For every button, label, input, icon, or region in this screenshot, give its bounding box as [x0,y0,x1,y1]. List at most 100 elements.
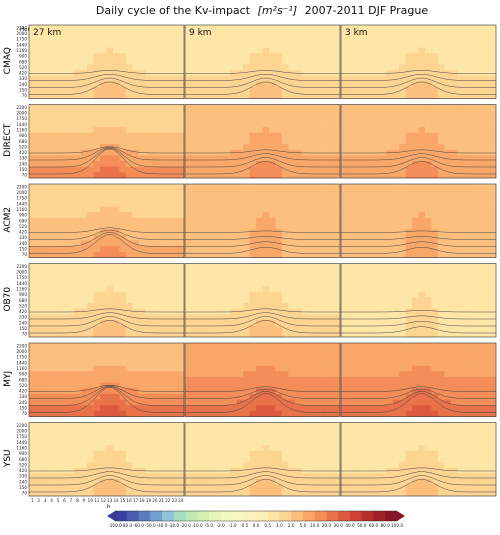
heat-cell [106,75,114,82]
heat-cell [399,184,406,190]
heat-cell [80,58,88,65]
heat-cell [243,331,250,338]
heat-cell [185,81,192,88]
heat-cell [353,217,361,224]
heat-cell [463,388,471,395]
heat-cell [145,399,153,406]
heat-cell [333,75,341,82]
heat-cell [392,405,400,412]
heat-cell [185,246,192,253]
heat-cell [399,291,406,298]
heat-cell [138,127,146,134]
heat-cell [119,393,127,400]
heat-cell [145,303,153,310]
heat-cell [197,223,205,230]
heat-cell [366,303,374,310]
heat-cell [158,64,165,71]
heat-cell [230,53,237,60]
heat-cell [35,405,43,412]
heat-cell [177,121,185,128]
heat-cell [476,343,484,349]
heat-cell [29,155,36,162]
heat-cell [301,25,309,31]
heat-cell [307,64,315,71]
heat-cell [164,348,172,355]
heat-cell [29,280,36,287]
heat-cell [489,121,497,128]
heat-cell [450,184,458,190]
heat-cell [125,445,133,452]
heat-cell [366,246,374,253]
heat-cell [223,172,231,179]
heat-cell [197,121,205,128]
heat-cell [431,166,439,173]
heat-cell [119,246,127,253]
heat-cell [360,251,368,258]
heat-cell [333,376,341,383]
heat-cell [294,206,302,213]
heat-cell [87,53,94,60]
heat-cell [132,428,140,435]
heat-cell [138,64,146,71]
heat-cell [138,217,146,224]
heat-cell [61,433,69,440]
heat-cell [67,462,75,469]
heat-cell [243,359,250,366]
heat-cell [197,110,205,117]
heat-cell [360,354,368,361]
heat-cell [424,58,432,65]
heat-cell [333,325,341,332]
heat-cell [236,36,244,43]
heat-cell [249,30,257,37]
heat-cell [112,172,120,179]
heat-cell [29,36,36,43]
heat-cell [29,92,36,99]
heat-cell [294,251,302,258]
heat-cell [41,25,49,31]
heat-cell [54,422,62,429]
heat-cell [230,376,237,383]
heat-cell [35,64,43,71]
heat-cell [119,371,127,378]
heat-cell [210,359,218,366]
heat-cell [307,115,315,122]
heat-cell [450,161,458,167]
heat-cell [366,251,374,258]
heat-cell [360,138,368,145]
heat-cell [301,161,309,167]
heat-cell [288,348,296,355]
heat-cell [341,405,348,412]
heat-cell [347,234,355,241]
heat-cell [249,75,257,82]
heat-cell [399,217,406,224]
heat-cell [164,155,172,162]
heat-cell [230,166,237,173]
heat-cell [80,376,88,383]
heat-cell [67,422,75,429]
heat-cell [463,348,471,355]
heat-cell [35,75,43,82]
heat-cell [41,376,49,383]
heat-cell [210,64,218,71]
heat-cell [437,234,445,241]
heat-cell [217,36,225,43]
heat-cell [236,121,244,128]
heat-cell [125,189,133,196]
heat-cell [158,200,165,207]
heat-cell [132,291,140,298]
heat-cell [158,393,165,400]
heat-cell [164,433,172,440]
heat-cell [341,138,348,145]
heat-cell [444,155,452,162]
heat-cell [191,388,199,395]
heat-cell [217,325,225,332]
heat-cell [249,58,257,65]
heat-cell [275,166,283,173]
heat-cell [93,308,101,315]
heat-cell [256,195,263,202]
heat-cell [386,348,393,355]
heat-cell [80,246,88,253]
heat-cell [294,64,302,71]
heat-cell [54,354,62,361]
heat-cell [138,47,146,54]
